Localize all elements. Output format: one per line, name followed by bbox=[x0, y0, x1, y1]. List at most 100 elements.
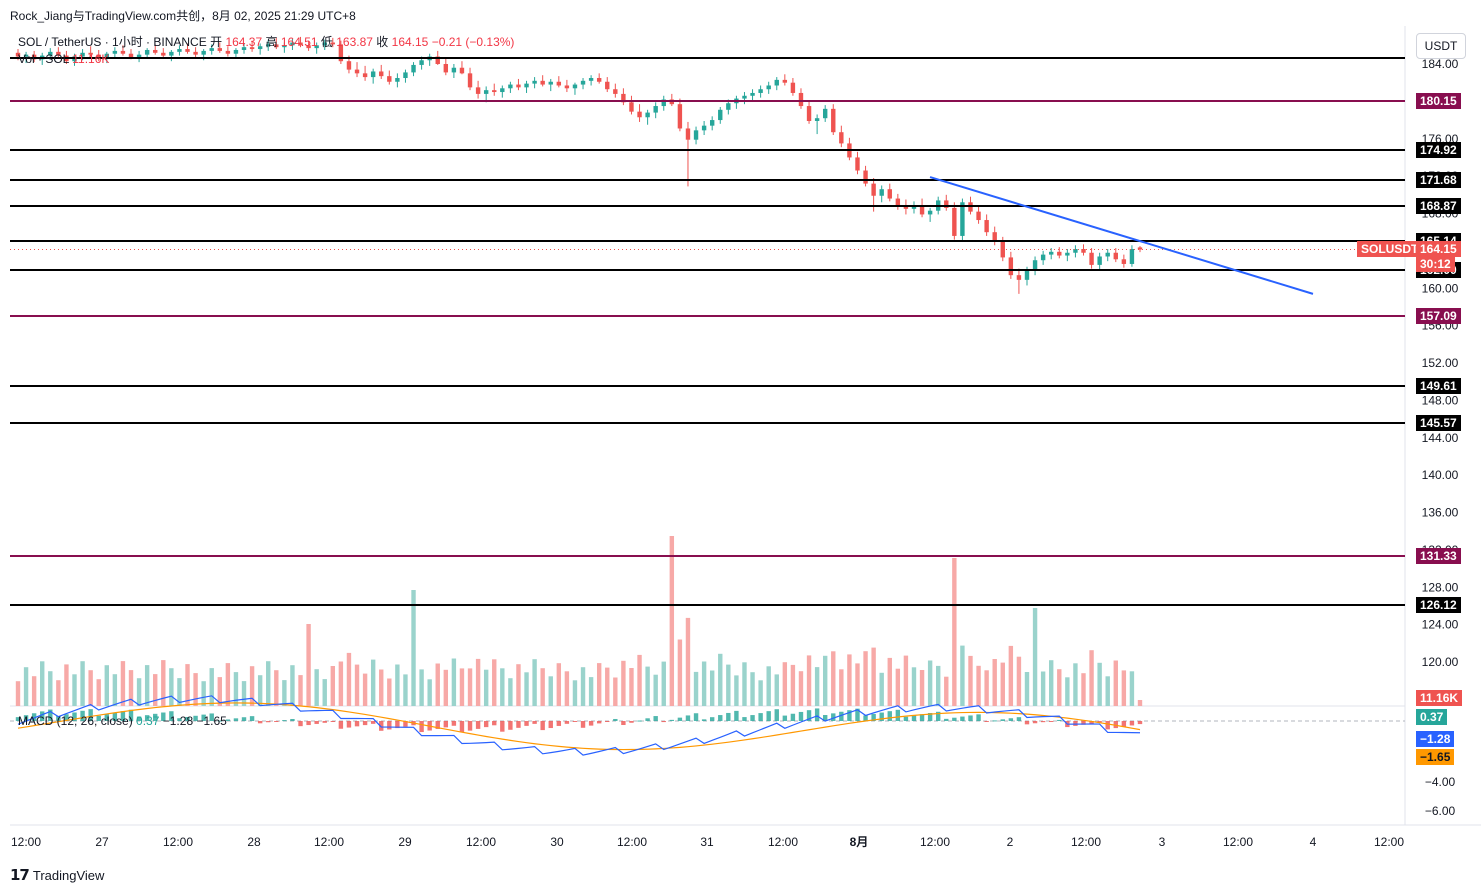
macd-hist-bar bbox=[984, 721, 989, 722]
price-legend: SOL / TetherUS · 1小时 · BINANCE 开 164.37 … bbox=[18, 34, 514, 68]
volume-bar bbox=[936, 665, 941, 706]
candle-body bbox=[693, 130, 699, 140]
macd-hist-bar bbox=[80, 710, 85, 721]
candle-body bbox=[161, 52, 166, 56]
candle-body bbox=[540, 80, 545, 85]
volume-bar bbox=[540, 668, 545, 706]
volume-bar bbox=[395, 664, 400, 706]
macd-hist-bar bbox=[1097, 721, 1102, 723]
candle-body bbox=[443, 64, 449, 73]
volume-bar bbox=[944, 676, 949, 706]
volume-bar bbox=[984, 670, 989, 706]
chart-credit: Rock_Jiang与TradingView.com共创，8月 02, 2025… bbox=[10, 9, 356, 23]
candle-body bbox=[629, 102, 634, 112]
candle-body bbox=[379, 71, 384, 77]
horizontal-levels bbox=[10, 57, 1405, 606]
candle-body bbox=[387, 76, 392, 82]
macd-hist-bar bbox=[1073, 721, 1078, 726]
volume-bar bbox=[153, 674, 158, 706]
volume-bar bbox=[209, 668, 214, 706]
volume-bar bbox=[976, 665, 981, 706]
macd-hist-bar bbox=[314, 721, 319, 724]
candle-body bbox=[411, 64, 416, 73]
candle-body bbox=[169, 51, 174, 56]
macd-hist-bar bbox=[459, 721, 465, 733]
volume-bar bbox=[758, 680, 763, 706]
candle-body bbox=[467, 73, 473, 88]
volume-bar bbox=[1097, 662, 1102, 706]
candle-body bbox=[774, 79, 779, 86]
volume-bar bbox=[136, 678, 142, 706]
volume-bar bbox=[193, 673, 198, 706]
candle-body bbox=[257, 46, 263, 50]
price-tick-label: 184.00 bbox=[1422, 57, 1459, 71]
currency-button[interactable]: USDT bbox=[1416, 33, 1466, 59]
macd-hist-bar bbox=[483, 721, 489, 728]
macd-hist-bar bbox=[144, 715, 150, 721]
macd-hist-bar bbox=[1129, 721, 1135, 726]
macd-hist-bar bbox=[249, 716, 255, 721]
volume-bar bbox=[669, 536, 675, 706]
volume-bar bbox=[774, 674, 779, 706]
macd-hist-bar bbox=[992, 720, 997, 722]
macd-hist-bar bbox=[798, 711, 804, 721]
macd-signal-tag: −1.65 bbox=[1416, 749, 1455, 765]
macd-hist-bar bbox=[879, 712, 884, 721]
candle-body bbox=[1016, 275, 1022, 280]
macd-hist-bar bbox=[532, 721, 537, 724]
candle-body bbox=[233, 49, 239, 54]
macd-hist-bar bbox=[435, 721, 440, 729]
macd-hist-bar bbox=[112, 712, 118, 721]
macd-hist-bar bbox=[605, 721, 610, 722]
time-tick-label: 12:00 bbox=[466, 835, 496, 849]
footer-brand[interactable]: 𝟭𝟳 TradingView bbox=[10, 866, 104, 884]
volume-bar bbox=[742, 662, 747, 706]
macd-label[interactable]: MACD (12, 26, close) bbox=[18, 714, 133, 728]
volume-bar bbox=[1032, 608, 1038, 706]
candle-body bbox=[500, 88, 505, 93]
macd-hist-bar bbox=[701, 719, 707, 721]
macd-hist-bar bbox=[306, 721, 311, 726]
open-label: 开 bbox=[210, 35, 223, 49]
price-tick-label: 140.00 bbox=[1422, 468, 1459, 482]
macd-hist-bar bbox=[88, 709, 93, 721]
macd-hist-bar bbox=[467, 721, 473, 731]
volume-bar bbox=[1008, 645, 1014, 706]
macd-hist-bar bbox=[64, 714, 69, 721]
volume-bar bbox=[144, 665, 150, 706]
volume-bar bbox=[338, 661, 344, 706]
candle-body bbox=[23, 54, 29, 57]
volume-value: 11.16K bbox=[72, 52, 110, 66]
volume-bar bbox=[548, 676, 553, 706]
level-price-tag: 131.33 bbox=[1416, 548, 1461, 564]
macd-hist-bar bbox=[257, 721, 263, 724]
macd-hist-bar bbox=[548, 721, 553, 729]
volume-bar bbox=[411, 590, 416, 706]
volume-label[interactable]: Vol · SOL bbox=[18, 52, 69, 66]
header-bar: Rock_Jiang与TradingView.com共创，8月 02, 2025… bbox=[0, 0, 1481, 26]
candle-body bbox=[403, 72, 408, 79]
volume-bar bbox=[225, 663, 231, 706]
candle-body bbox=[104, 53, 109, 59]
volume-bar bbox=[572, 680, 578, 706]
macd-hist-bar bbox=[524, 721, 529, 726]
macd-hist-bar bbox=[370, 721, 376, 724]
macd-hist-bar bbox=[1089, 721, 1094, 724]
macd-hist-bar bbox=[346, 721, 352, 728]
macd-tick-label: −4.00 bbox=[1425, 775, 1456, 789]
volume-bar bbox=[1040, 671, 1046, 706]
candle-body bbox=[266, 44, 271, 47]
macd-hist-bar bbox=[847, 710, 852, 721]
symbol-label[interactable]: SOL / TetherUS · 1小时 · BINANCE bbox=[18, 35, 207, 49]
macd-hist-bar bbox=[919, 714, 925, 721]
volume-bar bbox=[161, 660, 166, 706]
volume-bar bbox=[919, 670, 925, 706]
candle-body bbox=[282, 45, 287, 48]
price-tick-label: 144.00 bbox=[1422, 431, 1459, 445]
time-tick-label: 12:00 bbox=[314, 835, 344, 849]
candle-body bbox=[887, 189, 892, 199]
macd-hist-bar bbox=[72, 712, 77, 721]
macd-hist-bar bbox=[588, 721, 594, 726]
candle-body bbox=[726, 103, 731, 110]
